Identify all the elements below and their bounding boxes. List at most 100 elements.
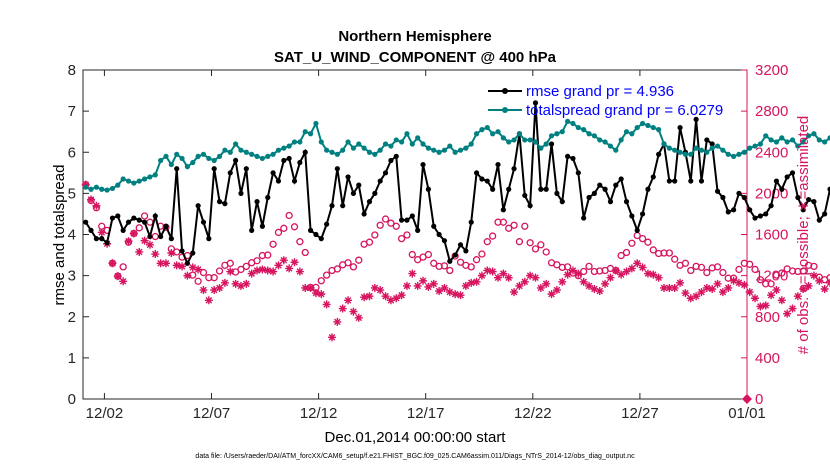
obs-possible-point [746, 260, 754, 268]
left-y-tick-label: 2 [68, 309, 76, 326]
rmse-point [249, 227, 255, 233]
rmse-point [307, 227, 314, 233]
obs-possible-point [531, 245, 540, 253]
rmse-point [275, 178, 282, 184]
obs-assimilated-point [488, 267, 497, 276]
totalspread-point [811, 131, 817, 137]
obs-possible-point [537, 241, 545, 249]
rmse-point [211, 166, 217, 172]
totalspread-point [388, 143, 394, 149]
rmse-point [468, 219, 474, 225]
totalspread-point [152, 172, 158, 178]
totalspread-point [822, 139, 828, 145]
totalspread-point [425, 145, 431, 151]
obs-possible-point [515, 238, 524, 246]
rmse-point [302, 149, 308, 155]
rmse-point [811, 199, 817, 205]
totalspread-point [704, 149, 710, 155]
totalspread-point [784, 139, 790, 145]
obs-assimilated-point [301, 283, 310, 292]
totalspread-point [415, 135, 421, 141]
obs-assimilated-point [815, 276, 824, 285]
obs-possible-point [488, 232, 497, 240]
obs-possible-point [290, 223, 299, 231]
obs-possible-point [344, 259, 352, 267]
obs-assimilated-point [328, 333, 336, 342]
right-y-tick-label: 2400 [755, 144, 788, 161]
obs-possible-point [280, 224, 288, 232]
obs-assimilated-point [761, 301, 770, 310]
left-y-tick-label: 0 [68, 391, 76, 408]
rmse-point [704, 137, 710, 143]
x-tick-label: 12/02 [86, 405, 124, 422]
totalspread-point [597, 137, 603, 143]
rmse-point [677, 124, 683, 131]
obs-possible-point [322, 271, 331, 279]
obs-possible-point [703, 268, 711, 277]
rmse-point [479, 176, 485, 182]
obs-assimilated-point [649, 270, 658, 279]
totalspread-point [495, 129, 501, 135]
totalspread-point [789, 137, 796, 143]
rmse-point [672, 178, 678, 184]
totalspread-point [88, 186, 94, 192]
obs-possible-point [687, 266, 695, 275]
rmse-point [784, 174, 790, 180]
totalspread-point [720, 147, 726, 153]
rmse-point [779, 186, 785, 192]
rmse-point [297, 159, 303, 166]
totalspread-point [511, 137, 517, 143]
rmse-point [447, 258, 453, 264]
obs-assimilated-point [333, 317, 342, 326]
obs-possible-point [563, 263, 572, 271]
rmse-point [543, 186, 549, 192]
obs-assimilated-point [595, 287, 604, 296]
totalspread-point [548, 133, 555, 139]
totalspread-point [318, 139, 324, 145]
obs-assimilated-point [285, 264, 294, 273]
obs-assimilated-point [183, 271, 192, 280]
totalspread-point [222, 147, 228, 153]
obs-assimilated-point [162, 259, 170, 268]
obs-assimilated-point [236, 281, 245, 290]
rmse-legend-marker [502, 88, 508, 94]
rmse-point [506, 186, 512, 192]
totalspread-point [650, 124, 656, 131]
obs-assimilated-point [258, 265, 267, 274]
obs-assimilated-point [809, 271, 818, 280]
totalspread-point [281, 145, 287, 151]
totalspread-point [190, 159, 196, 166]
totalspread-point [763, 133, 769, 139]
obs-possible-point [285, 211, 293, 220]
obs-possible-point [296, 238, 304, 246]
rmse-point [399, 217, 405, 223]
totalspread-point [158, 157, 164, 164]
rmse-point [372, 190, 378, 196]
rmse-point [473, 170, 480, 176]
rmse-point [243, 166, 249, 172]
obs-possible-point [622, 248, 631, 257]
axes-box [82, 69, 748, 400]
totalspread-point [532, 139, 539, 145]
rmse-point [104, 240, 110, 246]
rmse-point [629, 213, 635, 219]
obs-possible-point [638, 234, 647, 243]
totalspread-point [200, 151, 207, 157]
rmse-point [206, 236, 212, 242]
obs-possible-point [456, 258, 465, 266]
obs-assimilated-point [424, 282, 433, 291]
obs-assimilated-point [611, 266, 620, 275]
totalspread-point [773, 139, 780, 145]
obs-possible-point [472, 256, 481, 264]
obs-assimilated-point [247, 269, 256, 278]
rmse-point [607, 199, 614, 205]
rmse-point [174, 166, 180, 172]
obs-assimilated-point [306, 283, 315, 292]
obs-possible-point [799, 267, 807, 275]
obs-assimilated-point [456, 291, 465, 300]
obs-assimilated-point [199, 286, 208, 295]
rmse-point [377, 178, 383, 184]
totalspread-point [404, 131, 410, 137]
rmse-point [816, 217, 822, 223]
left-y-axis-label: rmse and totalspread [51, 165, 68, 306]
